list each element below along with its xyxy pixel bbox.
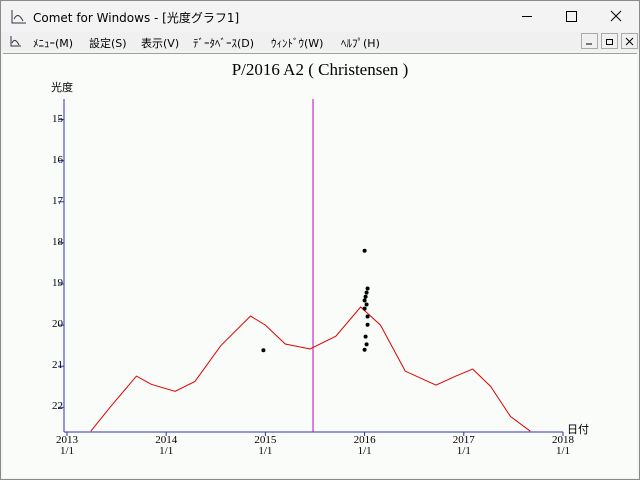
title-bar: Comet for Windows - [光度グラフ1] <box>1 1 639 32</box>
menu-bar: ﾒﾆｭｰ(M) 設定(S) 表示(V) ﾃﾞｰﾀﾍﾞｰｽ(D) ｳｨﾝﾄﾞｳ(W… <box>1 32 639 51</box>
x-tick-label: 2013 1/1 <box>56 434 78 457</box>
chart-title: P/2016 A2 ( Christensen ) <box>231 60 409 79</box>
y-tick-label: 19 <box>52 277 63 289</box>
observation <box>365 314 370 319</box>
doc-icon <box>10 36 21 47</box>
y-tick-label: 17 <box>52 194 63 207</box>
x-axis-label: 日付 <box>567 423 589 436</box>
app-icon <box>11 10 26 24</box>
observation <box>362 347 367 352</box>
y-axis-label: 光度 <box>51 81 73 94</box>
observation <box>362 298 367 303</box>
observation <box>362 248 367 253</box>
menu-item[interactable]: ｳｨﾝﾄﾞｳ(W) <box>271 37 324 50</box>
observation <box>364 290 369 295</box>
light-curve <box>90 306 531 432</box>
maximize[interactable] <box>566 11 577 22</box>
observation <box>363 334 368 339</box>
x-tick-label: 2014 1/1 <box>155 434 178 457</box>
y-tick-label: 16 <box>52 153 63 166</box>
menu-item[interactable]: ﾒﾆｭｰ(M) <box>33 37 74 50</box>
observation <box>261 348 266 353</box>
window-controls[interactable] <box>499 1 639 32</box>
x-tick-label: 2016 1/1 <box>353 434 376 457</box>
mdi-controls[interactable] <box>581 33 639 49</box>
observation <box>364 342 369 347</box>
observation <box>362 306 367 311</box>
y-tick-label: 21 <box>52 359 63 372</box>
x-tick-label: 2017 1/1 <box>452 434 475 457</box>
graph-window: P/2016 A2 ( Christensen ) 光度 日付 15 16 17 18… <box>3 53 637 478</box>
x-tick-label: 2015 1/1 <box>254 434 277 457</box>
observation <box>363 294 368 299</box>
menu-item[interactable]: 表示(V) <box>141 37 180 50</box>
window-title: Comet for Windows - [光度グラフ1] <box>33 11 240 25</box>
observation <box>364 302 369 307</box>
menu-item[interactable]: ﾃﾞｰﾀﾍﾞｰｽ(D) <box>193 37 255 50</box>
y-tick-label: 18 <box>52 235 63 248</box>
observation <box>365 322 370 327</box>
y-tick-label: 15 <box>52 112 63 125</box>
observation <box>365 286 370 291</box>
x-tick-label: 2018 1/1 <box>552 434 574 457</box>
y-tick-label: 22 <box>52 400 63 413</box>
y-tick-label: 20 <box>52 318 63 331</box>
menu-item[interactable]: ﾍﾙﾌﾟ(H) <box>341 37 380 50</box>
chart <box>58 99 564 436</box>
close[interactable] <box>610 10 622 22</box>
menu-item[interactable]: 設定(S) <box>89 37 127 50</box>
